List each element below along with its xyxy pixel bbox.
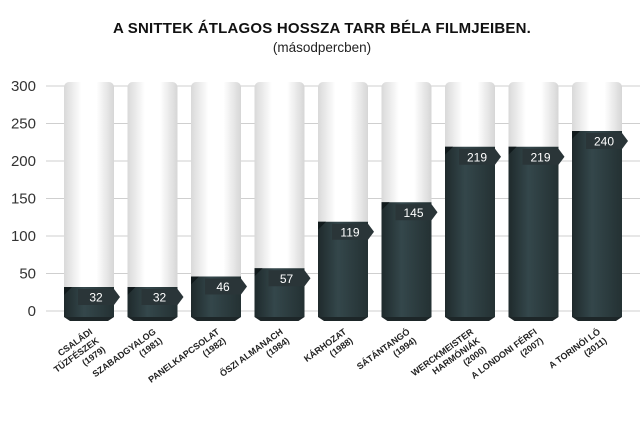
bar-base xyxy=(64,317,114,321)
value-tab xyxy=(332,223,374,240)
value-tab xyxy=(522,148,565,165)
bar-fold xyxy=(64,287,72,295)
bar-fold xyxy=(127,287,136,295)
data-label: 219 xyxy=(530,150,550,164)
value-tab xyxy=(459,148,501,165)
bar-base xyxy=(508,317,559,321)
y-tick-label: 150 xyxy=(11,191,36,208)
y-tick-label: 0 xyxy=(28,303,36,320)
chart-title: A SNITTEK ÁTLAGOS HOSSZA TARR BÉLA FILMJ… xyxy=(112,20,532,37)
y-tick-label: 200 xyxy=(11,153,36,170)
bar-base xyxy=(572,317,622,321)
data-label: 219 xyxy=(467,150,487,164)
bar-base xyxy=(127,317,178,321)
x-tick-label: ŐSZI ALMANACH(1984) xyxy=(217,326,291,379)
bar xyxy=(445,146,495,317)
bar-base xyxy=(254,317,305,321)
bar-fold xyxy=(381,202,390,211)
y-tick-label: 300 xyxy=(11,78,36,95)
bar-fold xyxy=(572,131,580,139)
x-tick-label: KÁRHOZAT(1988) xyxy=(302,326,355,364)
bar xyxy=(508,146,559,317)
value-tab xyxy=(205,278,247,295)
y-tick-label: 100 xyxy=(11,228,36,245)
data-label: 240 xyxy=(594,135,614,149)
data-label: 57 xyxy=(280,272,294,286)
bar-track xyxy=(64,82,114,313)
data-label: 145 xyxy=(403,206,423,220)
bar-base xyxy=(381,317,432,321)
value-tab xyxy=(395,204,438,221)
bars-layer xyxy=(64,82,628,321)
bar-fold xyxy=(254,268,263,277)
value-tab xyxy=(268,270,311,287)
value-tab xyxy=(586,133,628,149)
y-tick-label: 50 xyxy=(19,266,36,283)
x-tick-label: A TORINÓI LÓ(2011) xyxy=(546,326,608,371)
value-tab xyxy=(141,289,184,305)
bar-fold xyxy=(445,146,453,155)
x-tick-label: A LONDONI FÉRFI(2007) xyxy=(469,327,545,381)
y-tick-label: 250 xyxy=(11,116,36,133)
bar-track xyxy=(191,82,241,313)
bar-track xyxy=(127,82,178,313)
value-tab xyxy=(78,289,120,305)
bar-fold xyxy=(191,276,199,285)
data-label: 32 xyxy=(153,291,167,305)
data-label: 119 xyxy=(340,225,359,239)
data-label: 32 xyxy=(89,291,103,305)
bar-fold xyxy=(508,146,517,155)
x-tick-label: SÁTÁNTANGÓ(1994) xyxy=(354,326,418,372)
bar-track xyxy=(254,82,305,313)
bar-base xyxy=(445,317,495,321)
chart-subtitle: (másodpercben) xyxy=(272,40,372,55)
data-label: 46 xyxy=(216,280,230,294)
bar xyxy=(572,131,622,317)
bar-base xyxy=(191,317,241,321)
bar-fold xyxy=(318,221,326,230)
bar xyxy=(381,202,432,317)
bar-base xyxy=(318,317,368,321)
